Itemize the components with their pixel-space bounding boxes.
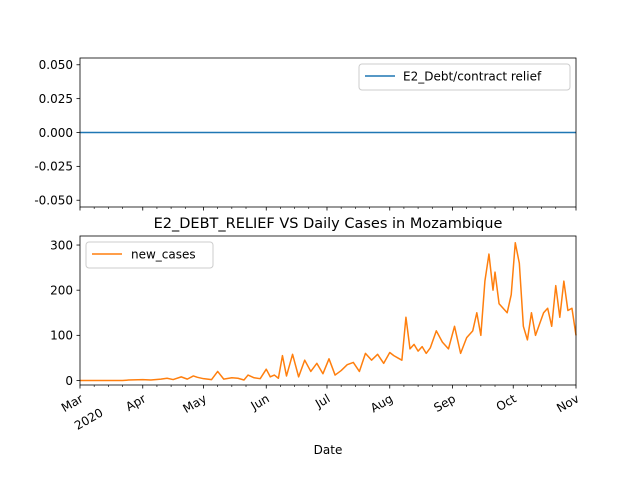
top-subplot: 0.050 0.025 0.000 -0.025 -0.050 E2_Debt/cont… xyxy=(34,57,577,211)
top-legend: E2_Debt/contract relief xyxy=(358,63,571,91)
top-y-tick-label: 0.050 xyxy=(39,58,73,72)
top-y-tick-label: 0.025 xyxy=(39,92,73,106)
bottom-y-tick-label: 300 xyxy=(50,238,73,252)
bottom-y-tick-label: 200 xyxy=(50,283,73,297)
top-y-tick-label: -0.025 xyxy=(34,160,73,174)
top-legend-label: E2_Debt/contract relief xyxy=(403,70,542,84)
top-axes-layer: 0.050 0.025 0.000 -0.025 -0.050 xyxy=(34,57,577,211)
bottom-legend: new_cases xyxy=(85,241,214,269)
chart-title: E2_DEBT_RELIEF VS Daily Cases in Mozambi… xyxy=(154,216,503,232)
bottom-legend-label: new_cases xyxy=(131,248,196,262)
bottom-legend-frame xyxy=(85,241,214,269)
x-tick-label-month: Jul xyxy=(312,391,332,411)
x-axis-label: Date xyxy=(314,443,343,457)
bottom-y-tick-label: 0 xyxy=(65,374,73,388)
top-y-tick-label: -0.050 xyxy=(34,194,73,208)
new-cases-series-line xyxy=(80,242,577,382)
bottom-axes-frame xyxy=(79,235,577,386)
top-y-tick-label: 0.000 xyxy=(39,126,73,140)
top-legend-frame xyxy=(358,63,571,91)
bottom-y-tick-label: 100 xyxy=(50,329,73,343)
bottom-series-layer xyxy=(80,242,577,382)
